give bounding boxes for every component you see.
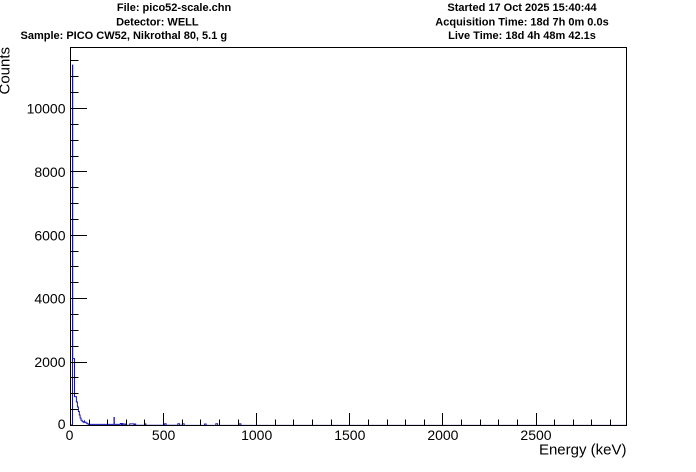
svg-text:0: 0 [66, 427, 74, 443]
svg-text:1500: 1500 [334, 427, 365, 443]
svg-text:500: 500 [152, 427, 176, 443]
svg-text:Counts: Counts [0, 47, 14, 95]
svg-text:Acquisition Time: 18d 7h 0m 0.: Acquisition Time: 18d 7h 0m 0.0s [435, 16, 608, 28]
svg-text:Sample: PICO CW52, Nikrothal 8: Sample: PICO CW52, Nikrothal 80, 5.1 g [21, 30, 228, 42]
svg-text:4000: 4000 [34, 291, 65, 307]
svg-text:2000: 2000 [34, 354, 65, 370]
svg-text:Detector: WELL: Detector: WELL [116, 16, 199, 28]
svg-text:2500: 2500 [520, 427, 551, 443]
svg-text:10000: 10000 [27, 101, 66, 117]
svg-text:1000: 1000 [241, 427, 272, 443]
svg-text:8000: 8000 [34, 164, 65, 180]
svg-text:0: 0 [58, 416, 66, 432]
svg-text:2000: 2000 [427, 427, 458, 443]
svg-text:Energy (keV): Energy (keV) [539, 442, 627, 459]
svg-text:6000: 6000 [34, 227, 65, 243]
svg-text:File: pico52-scale.chn: File: pico52-scale.chn [117, 2, 232, 14]
svg-text:Started 17 Oct 2025 15:40:44: Started 17 Oct 2025 15:40:44 [447, 2, 597, 14]
svg-text:Live Time: 18d 4h 48m 42.1s: Live Time: 18d 4h 48m 42.1s [448, 30, 596, 42]
